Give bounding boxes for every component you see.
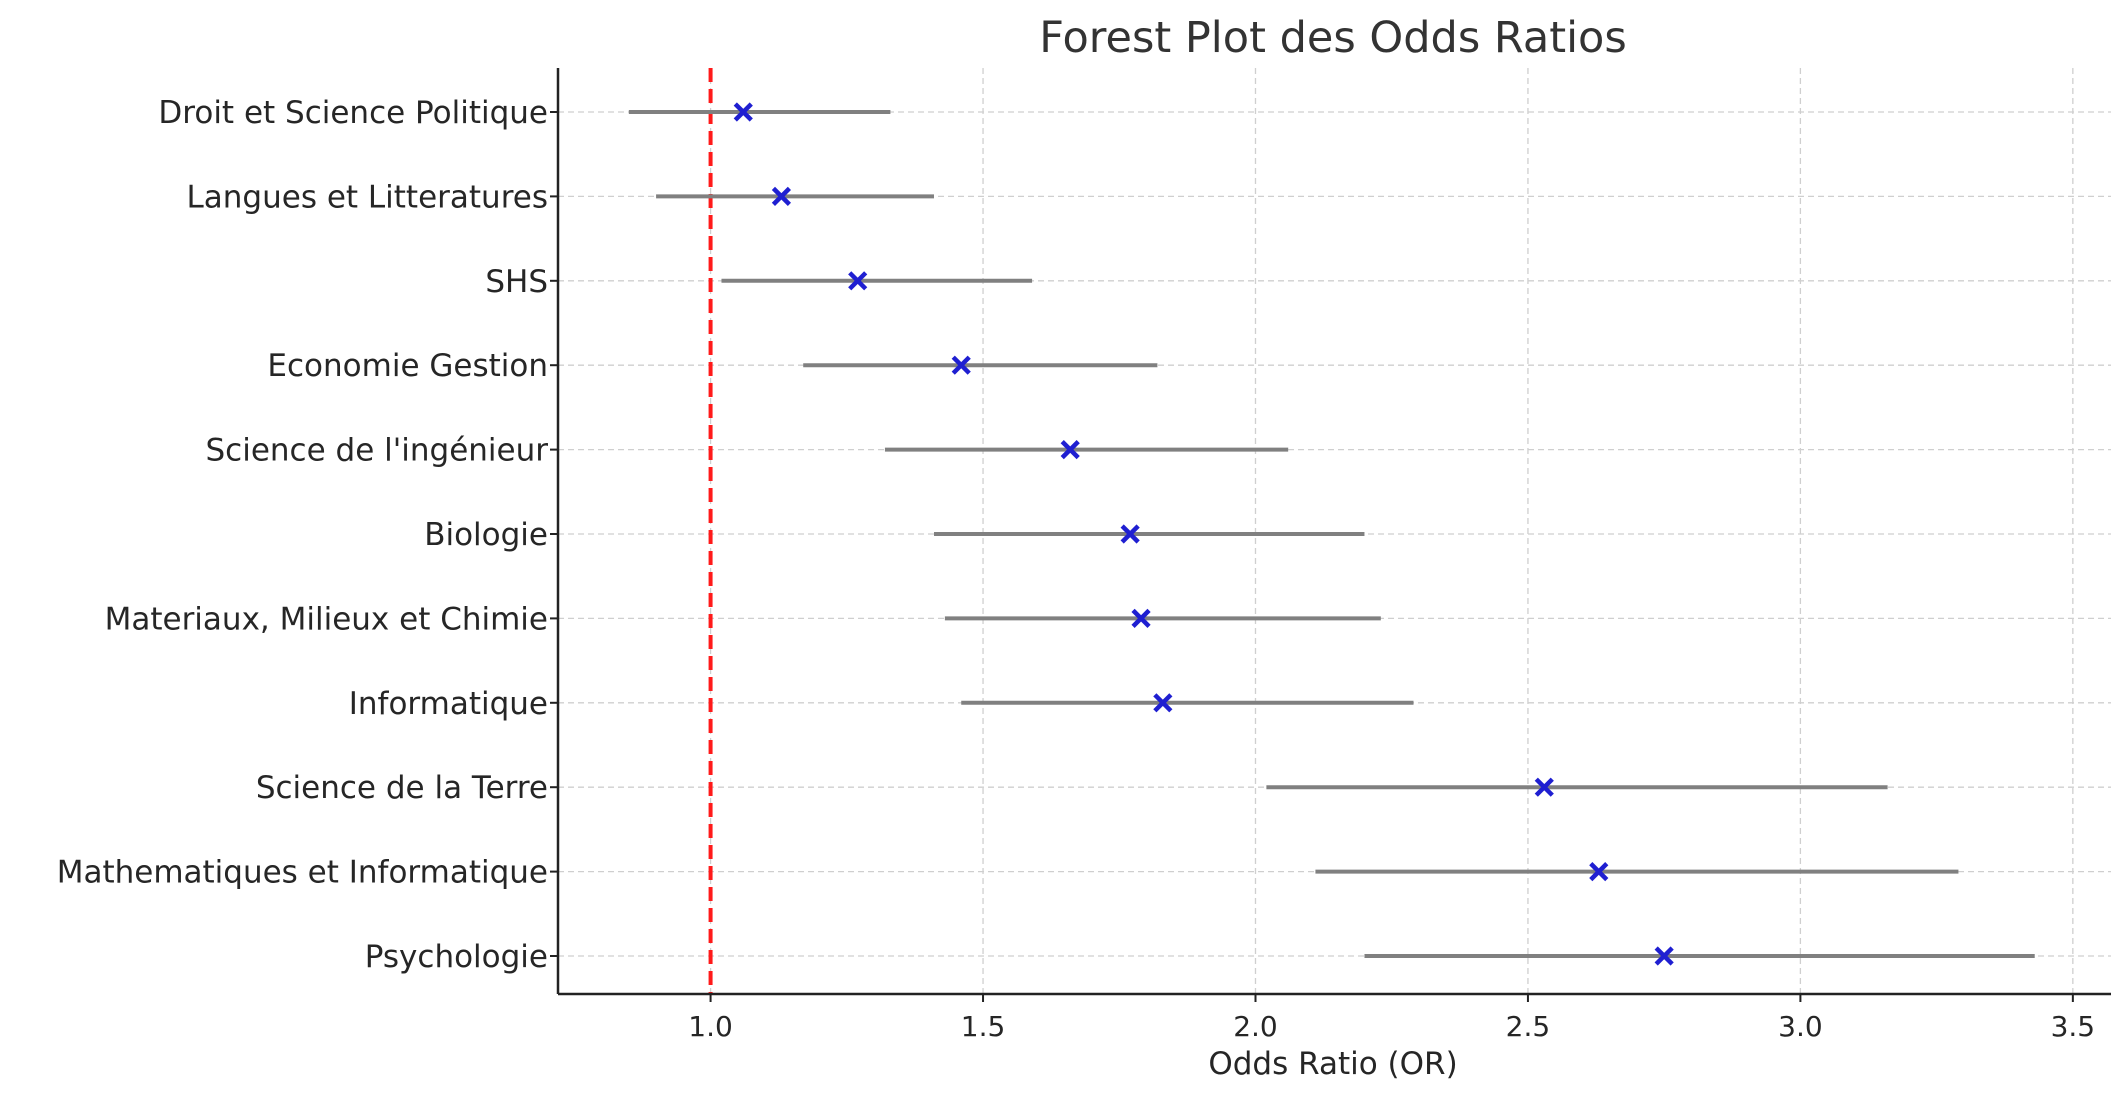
- category-labels-layer: Droit et Science Politique Langues et Lit…: [57, 95, 549, 975]
- marker-stroke: [1654, 946, 1674, 966]
- marker-stroke: [733, 102, 753, 122]
- odds-ratio-marker-layer: [733, 102, 1674, 966]
- category-label: Materiaux, Milieux et Chimie: [105, 601, 548, 637]
- odds-ratio-marker: [1153, 693, 1173, 713]
- marker-stroke: [1589, 862, 1609, 882]
- marker-stroke: [1153, 693, 1173, 713]
- grid-layer: [558, 68, 2111, 994]
- x-tick-label: 1.5: [961, 1010, 1006, 1043]
- category-label: Economie Gestion: [267, 348, 548, 384]
- category-label: Science de la Terre: [256, 770, 548, 806]
- odds-ratio-marker: [848, 271, 868, 291]
- odds-ratio-marker: [733, 102, 753, 122]
- chart-title: Forest Plot des Odds Ratios: [1039, 13, 1626, 63]
- odds-ratio-marker: [1654, 946, 1674, 966]
- odds-ratio-marker: [1120, 524, 1140, 544]
- category-label: Droit et Science Politique: [158, 95, 548, 131]
- x-tick-label: 2.5: [1506, 1010, 1551, 1043]
- odds-ratio-marker: [951, 355, 971, 375]
- category-label: SHS: [485, 264, 548, 300]
- confidence-interval-layer: [628, 110, 2035, 958]
- odds-ratio-marker: [1534, 777, 1554, 797]
- axes-layer: 1.0 1.5 2.0 2.5 3.0 3.5: [550, 68, 2111, 1043]
- odds-ratio-marker: [1060, 440, 1080, 460]
- category-label: Langues et Litteratures: [187, 179, 549, 215]
- marker-stroke: [1131, 608, 1151, 628]
- marker-stroke: [1060, 440, 1080, 460]
- odds-ratio-marker: [1131, 608, 1151, 628]
- category-label: Mathematiques et Informatique: [57, 855, 548, 891]
- category-label: Science de l'ingénieur: [206, 433, 549, 469]
- marker-stroke: [771, 186, 792, 206]
- marker-stroke: [951, 355, 971, 375]
- x-tick-label: 1.0: [688, 1010, 733, 1043]
- odds-ratio-marker: [771, 186, 792, 206]
- marker-stroke: [848, 271, 868, 291]
- x-axis-title: Odds Ratio (OR): [1208, 1046, 1457, 1082]
- marker-stroke: [1534, 777, 1554, 797]
- x-tick-label: 3.5: [2051, 1010, 2096, 1043]
- x-tick-label: 2.0: [1233, 1010, 1278, 1043]
- marker-stroke: [1120, 524, 1140, 544]
- category-label: Informatique: [349, 686, 548, 722]
- x-tick-label: 3.0: [1778, 1010, 1823, 1043]
- category-label: Psychologie: [365, 939, 548, 975]
- odds-ratio-marker: [1589, 862, 1609, 882]
- category-label: Biologie: [424, 517, 548, 553]
